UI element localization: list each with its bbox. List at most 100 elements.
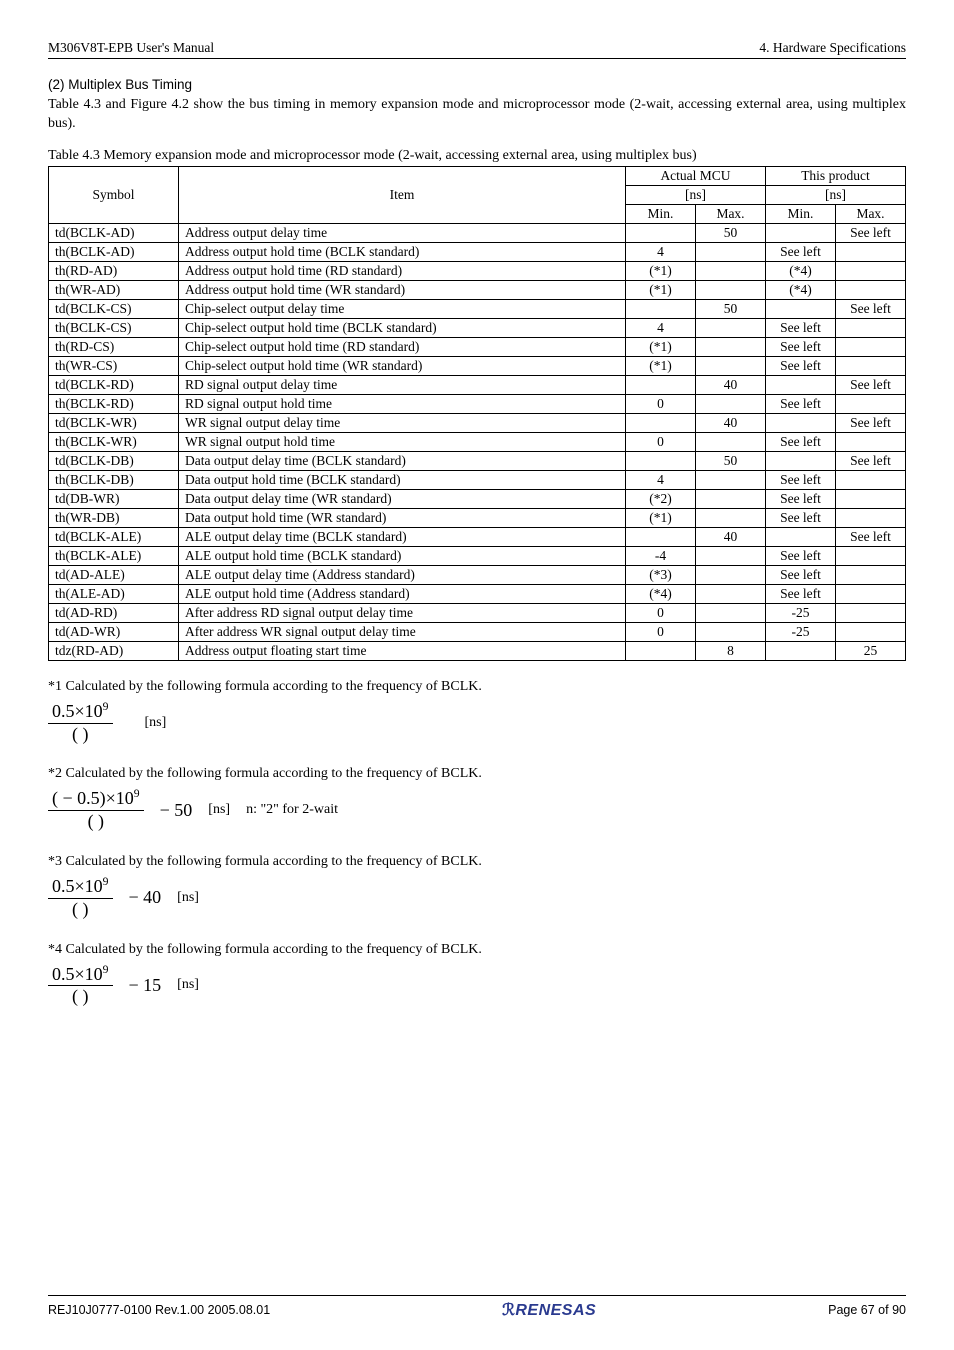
table-cell xyxy=(836,242,906,261)
f4-num: 0.5×10 xyxy=(52,964,103,984)
f2-after: − 50 xyxy=(160,800,193,821)
table-cell xyxy=(766,299,836,318)
table-cell: See left xyxy=(836,375,906,394)
table-cell: td(BCLK-RD) xyxy=(49,375,179,394)
table-cell xyxy=(836,318,906,337)
table-cell: Chip-select output delay time xyxy=(179,299,626,318)
renesas-logo: ℛRENESAS xyxy=(502,1300,596,1320)
table-cell: See left xyxy=(836,223,906,242)
table-cell xyxy=(836,470,906,489)
table-cell: Address output hold time (WR standard) xyxy=(179,280,626,299)
table-cell xyxy=(626,451,696,470)
table-cell xyxy=(696,432,766,451)
table-cell: (*3) xyxy=(626,565,696,584)
table-cell: See left xyxy=(766,318,836,337)
table-cell xyxy=(696,280,766,299)
table-cell: 0 xyxy=(626,394,696,413)
intro-paragraph: Table 4.3 and Figure 4.2 show the bus ti… xyxy=(48,96,906,134)
table-cell: tdz(RD-AD) xyxy=(49,641,179,660)
formula-4: 0.5×109 ( ) − 15 [ns] xyxy=(48,964,906,1008)
table-cell: 0 xyxy=(626,622,696,641)
table-row: td(BCLK-DB)Data output delay time (BCLK … xyxy=(49,451,906,470)
table-cell xyxy=(766,413,836,432)
table-cell: 4 xyxy=(626,470,696,489)
table-cell: td(BCLK-WR) xyxy=(49,413,179,432)
table-row: th(RD-CS)Chip-select output hold time (R… xyxy=(49,337,906,356)
table-cell: th(BCLK-DB) xyxy=(49,470,179,489)
table-cell xyxy=(836,508,906,527)
table-cell xyxy=(696,470,766,489)
table-row: td(BCLK-ALE)ALE output delay time (BCLK … xyxy=(49,527,906,546)
f2-unit: [ns] xyxy=(208,802,230,818)
table-cell: (*4) xyxy=(766,280,836,299)
formula-1: 0.5×109 ( ) [ns] xyxy=(48,701,906,745)
table-cell: See left xyxy=(766,489,836,508)
table-cell: td(AD-RD) xyxy=(49,603,179,622)
table-cell: th(ALE-AD) xyxy=(49,584,179,603)
table-cell xyxy=(696,622,766,641)
f3-after: − 40 xyxy=(129,887,162,908)
table-cell: 4 xyxy=(626,242,696,261)
table-cell xyxy=(626,299,696,318)
table-cell: (*1) xyxy=(626,356,696,375)
f3-num: 0.5×10 xyxy=(52,876,103,896)
table-cell: th(RD-CS) xyxy=(49,337,179,356)
table-cell xyxy=(836,337,906,356)
table-cell xyxy=(836,622,906,641)
table-row: th(BCLK-DB)Data output hold time (BCLK s… xyxy=(49,470,906,489)
table-cell xyxy=(626,527,696,546)
table-cell xyxy=(836,394,906,413)
table-cell: td(AD-WR) xyxy=(49,622,179,641)
table-cell: th(WR-DB) xyxy=(49,508,179,527)
f4-after: − 15 xyxy=(129,975,162,996)
table-cell: (*1) xyxy=(626,261,696,280)
th-actual: Actual MCU xyxy=(626,166,766,185)
table-cell xyxy=(766,223,836,242)
table-cell xyxy=(696,318,766,337)
table-cell: 50 xyxy=(696,223,766,242)
f1-unit: [ns] xyxy=(145,715,167,731)
table-cell: Chip-select output hold time (RD standar… xyxy=(179,337,626,356)
table-cell: (*2) xyxy=(626,489,696,508)
table-row: td(BCLK-WR)WR signal output delay time40… xyxy=(49,413,906,432)
th-unit-product: [ns] xyxy=(766,185,906,204)
table-cell: See left xyxy=(766,394,836,413)
table-cell xyxy=(836,489,906,508)
table-cell: RD signal output hold time xyxy=(179,394,626,413)
table-cell: WR signal output delay time xyxy=(179,413,626,432)
table-cell: td(DB-WR) xyxy=(49,489,179,508)
f3-exp: 9 xyxy=(103,875,109,888)
footer-left: REJ10J0777-0100 Rev.1.00 2005.08.01 xyxy=(48,1303,270,1317)
table-row: th(ALE-AD)ALE output hold time (Address … xyxy=(49,584,906,603)
f1-exp: 9 xyxy=(103,700,109,713)
table-cell: th(BCLK-ALE) xyxy=(49,546,179,565)
table-cell: 40 xyxy=(696,375,766,394)
table-cell xyxy=(836,603,906,622)
f1-num: 0.5×10 xyxy=(52,701,103,721)
th-symbol: Symbol xyxy=(49,166,179,223)
table-cell: th(BCLK-RD) xyxy=(49,394,179,413)
f2-den: ( ) xyxy=(48,810,144,832)
table-cell: 0 xyxy=(626,603,696,622)
table-cell xyxy=(836,432,906,451)
table-cell xyxy=(836,261,906,280)
table-cell xyxy=(836,565,906,584)
table-row: th(BCLK-WR)WR signal output hold time0Se… xyxy=(49,432,906,451)
table-row: th(BCLK-CS)Chip-select output hold time … xyxy=(49,318,906,337)
th-pmax: Max. xyxy=(836,204,906,223)
table-cell: See left xyxy=(766,432,836,451)
table-cell: See left xyxy=(836,299,906,318)
table-cell xyxy=(766,527,836,546)
page-footer: REJ10J0777-0100 Rev.1.00 2005.08.01 ℛREN… xyxy=(48,1295,906,1320)
table-row: td(AD-WR)After address WR signal output … xyxy=(49,622,906,641)
table-cell xyxy=(696,394,766,413)
table-cell: See left xyxy=(766,337,836,356)
table-cell: See left xyxy=(766,546,836,565)
table-cell: See left xyxy=(766,242,836,261)
note-1: *1 Calculated by the following formula a… xyxy=(48,679,906,695)
timing-table: Symbol Item Actual MCU This product [ns]… xyxy=(48,166,906,661)
table-cell: th(BCLK-CS) xyxy=(49,318,179,337)
table-cell: Address output hold time (BCLK standard) xyxy=(179,242,626,261)
table-row: td(AD-RD)After address RD signal output … xyxy=(49,603,906,622)
table-cell: See left xyxy=(766,508,836,527)
